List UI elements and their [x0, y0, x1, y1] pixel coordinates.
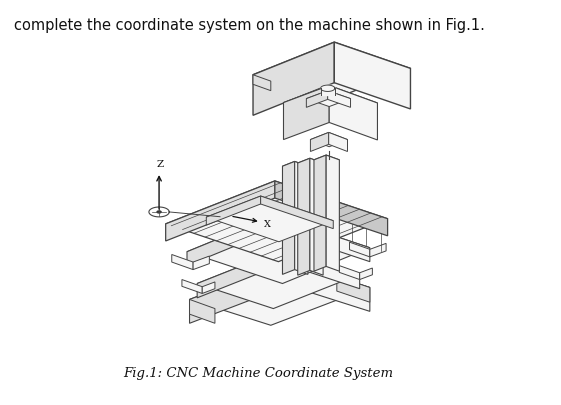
- Polygon shape: [360, 269, 373, 280]
- Polygon shape: [320, 86, 335, 92]
- Polygon shape: [310, 159, 323, 275]
- Polygon shape: [190, 262, 370, 326]
- Polygon shape: [197, 250, 283, 298]
- Polygon shape: [334, 43, 411, 110]
- Polygon shape: [306, 92, 351, 107]
- Text: complete the coordinate system on the machine shown in Fig.1.: complete the coordinate system on the ma…: [15, 18, 485, 33]
- Polygon shape: [197, 250, 360, 309]
- Text: Z: Z: [157, 160, 164, 169]
- Polygon shape: [283, 86, 378, 121]
- Polygon shape: [165, 181, 388, 262]
- Polygon shape: [253, 43, 334, 116]
- Polygon shape: [193, 256, 209, 270]
- Polygon shape: [187, 216, 370, 284]
- Polygon shape: [253, 76, 271, 92]
- Polygon shape: [172, 255, 193, 270]
- Polygon shape: [298, 159, 323, 168]
- Polygon shape: [320, 89, 335, 96]
- Polygon shape: [149, 207, 169, 217]
- Polygon shape: [190, 262, 288, 324]
- Polygon shape: [306, 92, 328, 108]
- Polygon shape: [206, 196, 261, 226]
- Polygon shape: [157, 211, 161, 213]
- Polygon shape: [275, 181, 388, 236]
- Polygon shape: [314, 156, 339, 165]
- Polygon shape: [310, 133, 347, 147]
- Polygon shape: [253, 43, 411, 102]
- Polygon shape: [283, 162, 308, 172]
- Text: X: X: [264, 219, 271, 228]
- Polygon shape: [370, 244, 386, 257]
- Polygon shape: [182, 280, 202, 294]
- Polygon shape: [261, 196, 333, 229]
- Polygon shape: [187, 216, 274, 266]
- Polygon shape: [339, 266, 360, 280]
- Polygon shape: [283, 250, 360, 289]
- Polygon shape: [283, 162, 295, 275]
- Polygon shape: [202, 282, 215, 294]
- Polygon shape: [190, 300, 215, 324]
- Polygon shape: [298, 159, 310, 275]
- Polygon shape: [329, 86, 378, 141]
- Polygon shape: [206, 196, 333, 242]
- Polygon shape: [328, 92, 351, 108]
- Polygon shape: [314, 156, 326, 271]
- Polygon shape: [326, 156, 339, 271]
- Polygon shape: [329, 133, 347, 152]
- Polygon shape: [337, 277, 370, 303]
- Polygon shape: [350, 243, 370, 257]
- Polygon shape: [274, 216, 370, 262]
- Polygon shape: [283, 86, 329, 140]
- Text: Fig.1: CNC Machine Coordinate System: Fig.1: CNC Machine Coordinate System: [123, 366, 393, 379]
- Polygon shape: [310, 133, 329, 152]
- Polygon shape: [165, 181, 275, 241]
- Polygon shape: [295, 162, 308, 275]
- Polygon shape: [288, 262, 370, 311]
